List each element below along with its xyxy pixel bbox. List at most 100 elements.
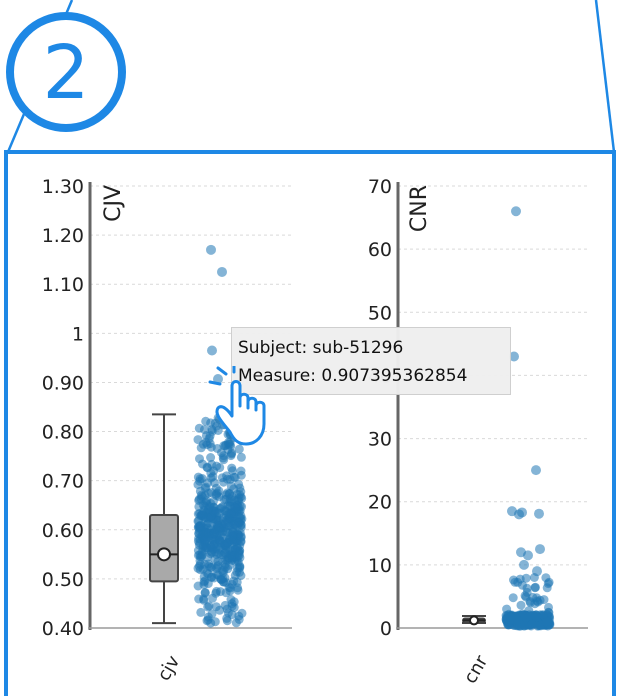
- data-point: [528, 592, 538, 602]
- data-point: [545, 620, 555, 630]
- box-mean-marker: [469, 615, 479, 626]
- step-circle: [6, 12, 126, 132]
- data-point: [212, 586, 221, 596]
- outlier-point: [523, 550, 533, 561]
- data-point: [228, 527, 238, 537]
- data-point: [196, 443, 206, 453]
- y-tick-label: 1.20: [42, 225, 84, 247]
- cjv-chart: 0.40 0.50 0.60 0.70 0.80 0.90 1 1.10 1.20 1.30 CJV…: [42, 176, 292, 685]
- y-tick-label: 0: [380, 618, 392, 640]
- data-point: [221, 518, 231, 528]
- data-point: [195, 556, 205, 566]
- data-point: [219, 455, 229, 465]
- data-point: [225, 474, 235, 484]
- data-point: [234, 518, 244, 528]
- outlier-point: [206, 244, 216, 255]
- data-point: [510, 577, 520, 587]
- y-tick-label: 10: [368, 555, 392, 577]
- data-point: [234, 550, 244, 560]
- data-point: [235, 563, 244, 573]
- data-point: [195, 486, 205, 496]
- y-tick-label: 0.40: [42, 618, 84, 640]
- data-point: [230, 570, 240, 580]
- data-point: [237, 493, 247, 503]
- outlier-point: [535, 544, 545, 555]
- y-tick-label: 0.60: [42, 520, 84, 542]
- data-point: [217, 502, 227, 512]
- data-point: [204, 513, 213, 523]
- data-point: [210, 617, 220, 627]
- data-point: [195, 474, 205, 484]
- data-point: [227, 463, 237, 473]
- data-point: [203, 615, 213, 625]
- data-point: [233, 585, 243, 595]
- data-point: [208, 593, 217, 603]
- data-point: [235, 483, 245, 493]
- data-point: [213, 544, 223, 554]
- data-point: [226, 481, 236, 491]
- zoom-callout-right-line: [594, 0, 616, 153]
- step-number: 2: [42, 30, 89, 116]
- outlier-point: [532, 566, 542, 577]
- data-point: [234, 615, 244, 624]
- data-point: [542, 583, 552, 593]
- y-tick-label: 50: [368, 302, 392, 324]
- data-point: [527, 619, 537, 629]
- zoom-frame: [4, 150, 616, 696]
- data-point: [206, 572, 216, 582]
- data-point: [193, 581, 203, 591]
- data-point: [206, 488, 216, 498]
- outlier-point: [509, 351, 519, 362]
- data-point: [215, 537, 225, 547]
- outlier-point: [531, 465, 541, 476]
- data-point: [194, 540, 204, 550]
- data-point: [209, 529, 219, 538]
- y-tick-label: 0.70: [42, 471, 84, 493]
- y-tick-label: 1.30: [42, 176, 84, 198]
- outlier-point: [514, 509, 524, 520]
- hand-pointer-icon: [208, 366, 266, 446]
- data-point: [513, 616, 522, 625]
- data-point: [200, 588, 210, 598]
- data-point: [217, 448, 226, 458]
- y-axis-title: CNR: [407, 185, 432, 232]
- data-point: [223, 608, 233, 618]
- outlier-point: [511, 206, 521, 217]
- y-tick-label: 30: [368, 429, 392, 451]
- data-point: [236, 531, 246, 541]
- y-axis-title: CJV: [101, 185, 126, 222]
- data-point: [201, 416, 211, 426]
- data-point: [236, 466, 246, 476]
- data-point: [201, 543, 211, 553]
- tooltip-subject: Subject: sub-51296: [238, 338, 404, 358]
- data-point: [215, 605, 225, 615]
- data-point: [227, 599, 237, 609]
- data-point: [220, 548, 230, 558]
- data-point: [522, 583, 532, 593]
- y-tick-label: 20: [368, 492, 392, 514]
- data-point: [225, 560, 234, 570]
- data-point: [193, 435, 203, 445]
- data-point: [525, 611, 535, 621]
- outlier-point: [207, 345, 217, 356]
- outlier-point: [534, 508, 544, 519]
- data-point: [208, 496, 218, 506]
- data-point: [213, 426, 223, 435]
- data-point: [210, 418, 220, 428]
- cnr-chart: 010203040506070CNRcnr: [368, 176, 588, 687]
- outlier-point: [217, 266, 227, 277]
- y-tick-label: 60: [368, 239, 392, 261]
- data-point: [204, 434, 214, 444]
- data-point: [194, 423, 204, 433]
- y-tick-label: 1: [72, 323, 84, 345]
- data-point: [212, 461, 222, 471]
- data-point: [196, 607, 206, 617]
- data-point: [201, 535, 210, 545]
- y-tick-label: 0.50: [42, 569, 84, 591]
- outlier-point: [519, 559, 529, 570]
- y-tick-label: 0.90: [42, 372, 84, 394]
- tooltip-measure: Measure: 0.907395362854: [238, 366, 468, 386]
- y-tick-label: 1.10: [42, 274, 84, 296]
- data-point-tooltip: Subject: sub-51296 Measure: 0.9073953628…: [231, 327, 511, 395]
